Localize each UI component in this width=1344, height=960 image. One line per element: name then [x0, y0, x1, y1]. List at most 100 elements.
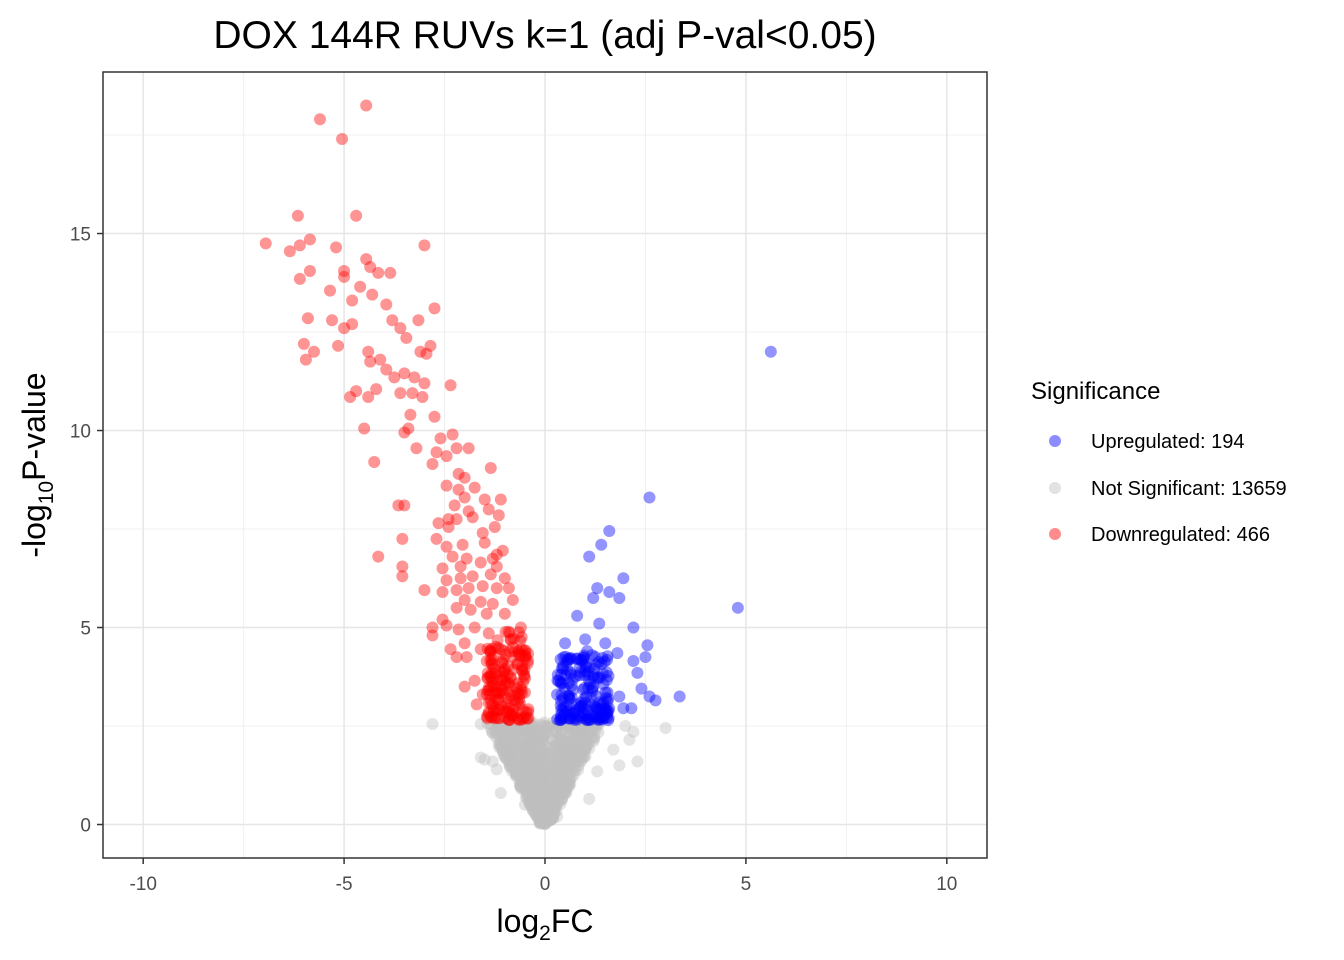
data-point-not-significant — [496, 725, 509, 738]
data-point-downregulated — [440, 450, 453, 463]
data-point-upregulated — [595, 657, 608, 670]
data-point-not-significant — [525, 738, 538, 751]
data-point-upregulated — [582, 710, 595, 723]
data-point-not-significant — [528, 785, 541, 798]
data-point-not-significant — [564, 759, 577, 772]
data-point-not-significant — [526, 799, 539, 812]
data-point-downregulated — [515, 713, 528, 726]
data-point-upregulated — [600, 703, 613, 716]
data-point-not-significant — [532, 723, 545, 736]
data-point-not-significant — [554, 768, 567, 781]
data-point-not-significant — [527, 804, 540, 817]
data-point-downregulated — [499, 625, 512, 638]
data-point-downregulated — [512, 698, 525, 711]
data-point-not-significant — [535, 718, 548, 731]
data-point-not-significant — [526, 794, 539, 807]
data-point-not-significant — [555, 757, 568, 770]
data-point-not-significant — [518, 717, 531, 730]
data-point-downregulated — [485, 657, 498, 670]
data-point-upregulated — [563, 692, 576, 705]
data-point-not-significant — [526, 782, 539, 795]
data-point-not-significant — [541, 810, 554, 823]
data-point-not-significant — [511, 760, 524, 773]
data-point-not-significant — [538, 767, 551, 780]
data-point-not-significant — [553, 748, 566, 761]
data-point-not-significant — [527, 789, 540, 802]
data-point-not-significant — [562, 754, 575, 767]
data-point-not-significant — [553, 730, 566, 743]
data-point-not-significant — [571, 731, 584, 744]
data-point-downregulated — [518, 663, 531, 676]
data-point-not-significant — [524, 743, 537, 756]
data-point-not-significant — [501, 746, 514, 759]
data-point-not-significant — [517, 723, 530, 736]
data-point-not-significant — [553, 744, 566, 757]
data-point-not-significant — [526, 804, 539, 817]
data-point-not-significant — [552, 742, 565, 755]
data-point-not-significant — [504, 744, 517, 757]
points-downregulated — [259, 99, 535, 727]
data-point-not-significant — [503, 747, 516, 760]
data-point-not-significant — [519, 748, 532, 761]
legend-label-upregulated: Upregulated: 194 — [1091, 431, 1244, 453]
data-point-downregulated — [462, 505, 475, 518]
data-point-not-significant — [533, 800, 546, 813]
data-point-not-significant — [504, 745, 517, 758]
data-point-upregulated — [571, 713, 584, 726]
data-point-not-significant — [531, 746, 544, 759]
data-point-not-significant — [511, 767, 524, 780]
data-point-not-significant — [538, 775, 551, 788]
data-point-not-significant — [570, 754, 583, 767]
data-point-not-significant — [516, 774, 529, 787]
data-point-upregulated — [599, 686, 612, 699]
data-point-upregulated — [557, 662, 570, 675]
data-point-not-significant — [545, 791, 558, 804]
data-point-not-significant — [486, 726, 499, 739]
data-point-not-significant — [486, 755, 499, 768]
data-point-not-significant — [537, 777, 550, 790]
data-point-not-significant — [547, 785, 560, 798]
data-point-not-significant — [564, 736, 577, 749]
data-point-upregulated — [764, 345, 777, 358]
data-point-downregulated — [515, 643, 528, 656]
data-point-downregulated — [505, 672, 518, 685]
data-point-not-significant — [514, 743, 527, 756]
data-point-upregulated — [592, 656, 605, 669]
data-point-not-significant — [519, 732, 532, 745]
data-point-not-significant — [558, 786, 571, 799]
data-point-not-significant — [540, 807, 553, 820]
data-point-upregulated — [576, 699, 589, 712]
data-point-downregulated — [346, 318, 359, 331]
data-point-upregulated — [563, 653, 576, 666]
data-point-downregulated — [326, 314, 339, 327]
data-point-not-significant — [531, 752, 544, 765]
data-point-upregulated — [599, 637, 612, 650]
data-point-not-significant — [532, 769, 545, 782]
data-point-not-significant — [539, 786, 552, 799]
data-point-not-significant — [524, 728, 537, 741]
data-point-not-significant — [519, 741, 532, 754]
data-point-not-significant — [521, 772, 534, 785]
data-point-not-significant — [500, 732, 513, 745]
data-point-not-significant — [512, 752, 525, 765]
data-point-upregulated — [579, 696, 592, 709]
data-point-not-significant — [563, 773, 576, 786]
data-point-upregulated — [597, 677, 610, 690]
data-point-not-significant — [503, 760, 516, 773]
data-point-not-significant — [521, 717, 534, 730]
data-point-not-significant — [519, 739, 532, 752]
data-point-downregulated — [454, 560, 467, 573]
data-point-not-significant — [544, 813, 557, 826]
data-point-downregulated — [486, 699, 499, 712]
data-point-not-significant — [505, 752, 518, 765]
data-point-not-significant — [512, 738, 525, 751]
data-point-downregulated — [430, 446, 443, 459]
data-point-downregulated — [502, 692, 515, 705]
data-point-upregulated — [555, 711, 568, 724]
data-point-downregulated — [496, 657, 509, 670]
data-point-not-significant — [551, 761, 564, 774]
data-point-not-significant — [531, 737, 544, 750]
data-point-not-significant — [426, 718, 439, 731]
x-axis-ticks: -10 -5 0 5 10 — [129, 858, 957, 895]
data-point-downregulated — [508, 645, 521, 658]
